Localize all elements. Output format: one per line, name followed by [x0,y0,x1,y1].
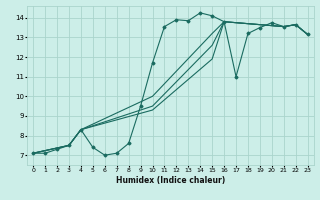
X-axis label: Humidex (Indice chaleur): Humidex (Indice chaleur) [116,176,225,185]
